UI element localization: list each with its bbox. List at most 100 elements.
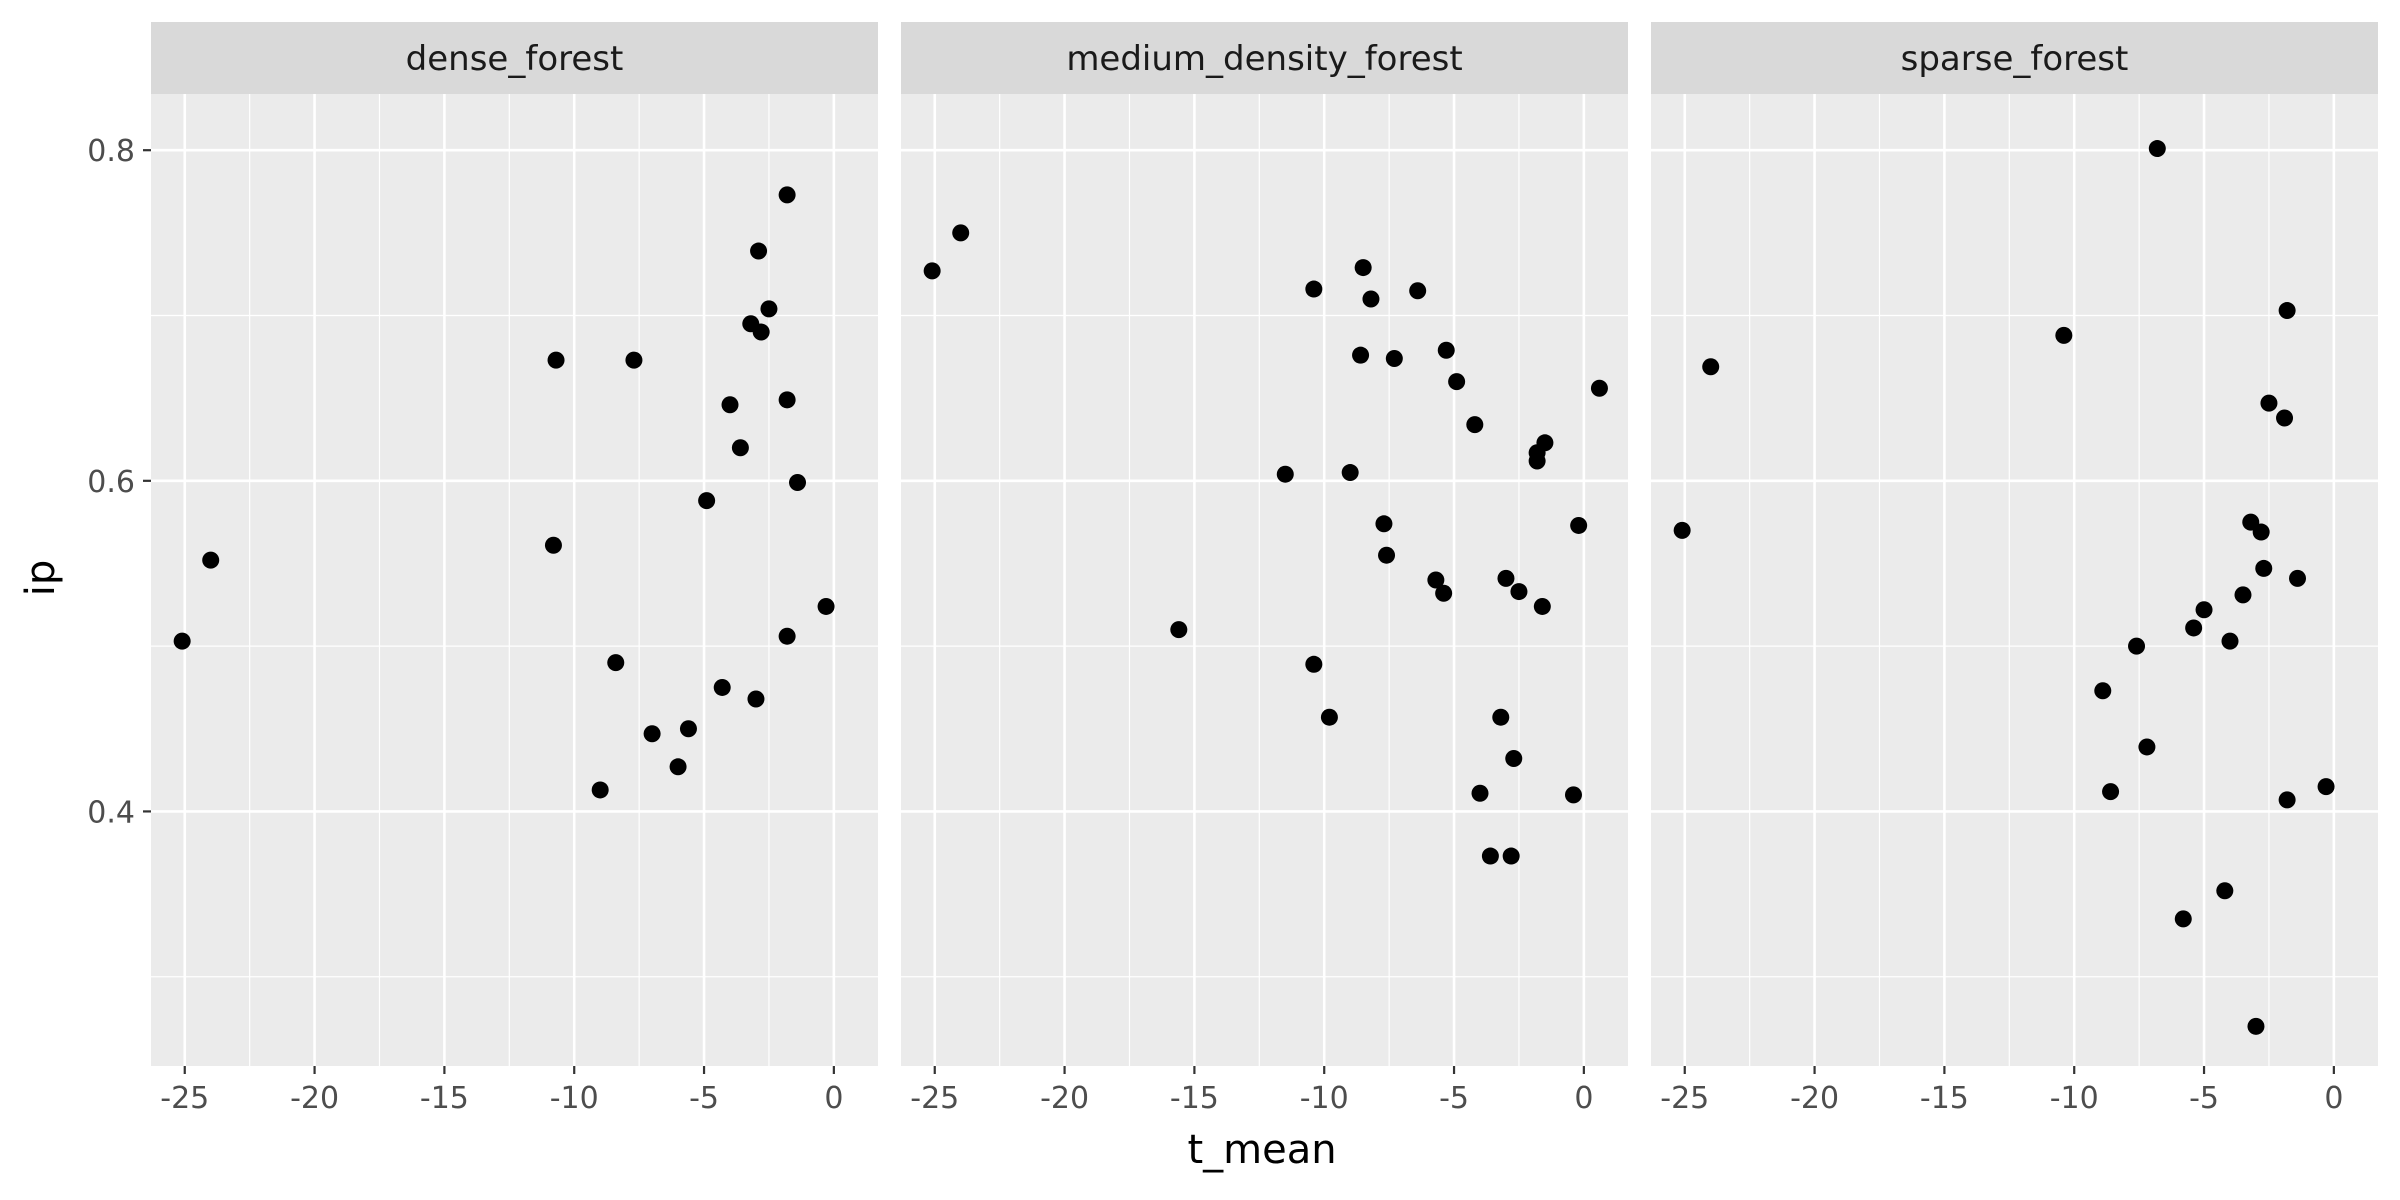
data-point: [698, 492, 716, 510]
data-point: [1533, 597, 1551, 615]
data-point: [731, 439, 749, 457]
data-point: [713, 678, 731, 696]
x-tick-label: 0: [2324, 1081, 2343, 1116]
data-point: [547, 351, 565, 369]
data-point: [173, 632, 191, 650]
data-point: [778, 186, 796, 204]
data-point: [952, 224, 970, 242]
data-point: [2234, 586, 2252, 604]
data-point: [1170, 621, 1188, 639]
data-point: [2138, 738, 2156, 756]
data-point: [1564, 786, 1582, 804]
x-tick-label: -20: [1040, 1081, 1089, 1116]
y-tick-label: 0.4: [87, 795, 135, 830]
data-point: [2055, 326, 2073, 344]
data-point: [202, 551, 220, 569]
data-point: [2094, 682, 2112, 700]
data-point: [2247, 1017, 2265, 1035]
data-point: [760, 300, 778, 318]
y-axis: 0.4 0.6 0.8: [87, 134, 151, 830]
data-point: [1305, 280, 1323, 298]
data-point: [789, 473, 807, 491]
x-tick-label: 0: [824, 1081, 843, 1116]
x-tick-label: -10: [2050, 1081, 2099, 1116]
data-point: [1536, 434, 1554, 452]
facet-strip-label: dense_forest: [406, 39, 624, 79]
x-tick-label: -20: [1790, 1081, 1839, 1116]
data-point: [2255, 559, 2273, 577]
data-point: [1378, 546, 1396, 564]
data-point: [2216, 882, 2234, 900]
data-point: [752, 323, 770, 341]
data-point: [1305, 655, 1323, 673]
y-tick-label: 0.6: [87, 465, 135, 500]
data-point: [2102, 783, 2120, 801]
data-point: [591, 781, 609, 799]
x-tick-label: -25: [910, 1081, 959, 1116]
data-point: [2174, 910, 2192, 928]
facet-strip: [901, 22, 1628, 94]
x-tick-label: -5: [1439, 1081, 1469, 1116]
data-point: [1385, 349, 1403, 367]
data-point: [2278, 302, 2296, 320]
data-point: [1437, 341, 1455, 359]
x-tick-label: -10: [1300, 1081, 1349, 1116]
data-point: [1481, 847, 1499, 865]
data-point: [1505, 750, 1523, 768]
data-point: [750, 242, 768, 260]
data-point: [1409, 282, 1427, 300]
data-point: [643, 725, 661, 743]
data-point: [721, 396, 739, 414]
data-point: [1502, 847, 1520, 865]
data-point: [747, 690, 765, 708]
data-point: [2317, 778, 2335, 796]
data-point: [1510, 583, 1528, 601]
data-point: [1590, 379, 1608, 397]
facet-strip: [1651, 22, 2378, 94]
data-point: [778, 391, 796, 409]
x-tick-label: -5: [689, 1081, 719, 1116]
data-point: [2148, 140, 2166, 158]
data-point: [607, 654, 625, 672]
x-tick-label: -15: [420, 1081, 469, 1116]
data-point: [1497, 569, 1515, 587]
data-point: [2221, 632, 2239, 650]
data-point: [1466, 416, 1484, 434]
data-point: [669, 758, 687, 776]
x-tick-label: -25: [1660, 1081, 1709, 1116]
data-point: [1471, 784, 1489, 802]
x-tick-label: -5: [2189, 1081, 2219, 1116]
data-point: [778, 627, 796, 645]
x-tick-label: -25: [160, 1081, 209, 1116]
data-point: [1528, 452, 1546, 470]
data-point: [1570, 516, 1588, 534]
data-point: [1375, 515, 1393, 533]
data-point: [923, 262, 941, 280]
data-point: [1362, 290, 1380, 308]
data-point: [2260, 394, 2278, 412]
data-point: [1673, 521, 1691, 539]
y-axis-title: ip: [18, 560, 64, 597]
data-point: [544, 536, 562, 554]
data-point: [817, 597, 835, 615]
x-tick-label: -15: [1170, 1081, 1219, 1116]
facet-panel-sparse_forest: sparse_forest -25 -20 -15 -10 -5 0: [1651, 22, 2378, 1116]
data-point: [2185, 619, 2203, 637]
facet-panels: dense_forest -25 -20 -15 -10 -5 0 medium_densit…: [151, 22, 2378, 1116]
data-point: [2278, 791, 2296, 809]
data-point: [2252, 523, 2270, 541]
x-tick-label: -10: [550, 1081, 599, 1116]
data-point: [2128, 637, 2146, 655]
data-point: [1354, 259, 1372, 277]
data-point: [1702, 358, 1720, 376]
x-tick-label: -15: [1920, 1081, 1969, 1116]
y-tick-label: 0.8: [87, 134, 135, 169]
data-point: [1341, 464, 1359, 482]
facet-strip: [151, 22, 878, 94]
facet-strip-label: medium_density_forest: [1066, 39, 1462, 79]
x-axis-title: t_mean: [1187, 1127, 1336, 1173]
data-point: [625, 351, 643, 369]
data-point: [2289, 569, 2307, 587]
data-point: [1435, 584, 1453, 602]
